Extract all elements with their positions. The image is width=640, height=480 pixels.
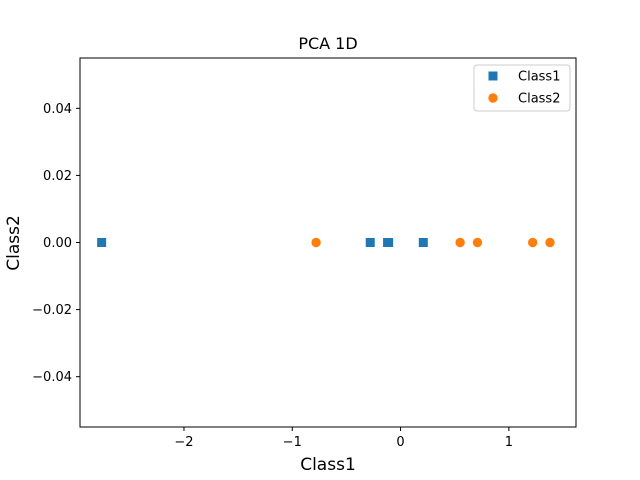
data-point-class1 [97, 238, 107, 247]
x-axis: −2 −1 0 1 [174, 427, 513, 450]
legend-marker-class1 [488, 71, 498, 81]
data-point-class2 [472, 237, 483, 248]
data-points [97, 237, 555, 248]
data-point-class1 [384, 238, 394, 247]
legend-label-class1: Class1 [518, 70, 560, 85]
data-point-class2 [455, 237, 465, 248]
x-tick-label: −2 [174, 435, 193, 450]
data-point-class2 [527, 237, 538, 248]
y-tick-label: −0.02 [32, 303, 72, 318]
data-point-class1 [365, 238, 375, 247]
data-point-class2 [311, 237, 321, 248]
y-axis: −0.04 −0.02 0.00 0.02 0.04 [32, 102, 80, 385]
x-tick-label: −1 [283, 435, 302, 450]
legend: Class1 Class2 [473, 64, 571, 112]
data-point-class1 [418, 238, 428, 247]
plot-frame [79, 57, 577, 428]
legend-box [473, 64, 571, 112]
data-point-class2 [545, 237, 555, 248]
x-tick-label: 0 [396, 435, 404, 450]
x-tick-label: 1 [505, 435, 513, 450]
y-tick-label: 0.04 [43, 102, 72, 117]
y-axis-title: Class2 [4, 215, 24, 271]
y-tick-label: −0.04 [32, 370, 72, 385]
legend-label-class2: Class2 [518, 92, 560, 107]
legend-marker-class2 [488, 93, 498, 103]
y-tick-label: 0.00 [43, 236, 72, 251]
x-axis-title: Class1 [300, 455, 356, 475]
chart-title: PCA 1D [298, 34, 357, 53]
y-tick-label: 0.02 [43, 169, 72, 184]
